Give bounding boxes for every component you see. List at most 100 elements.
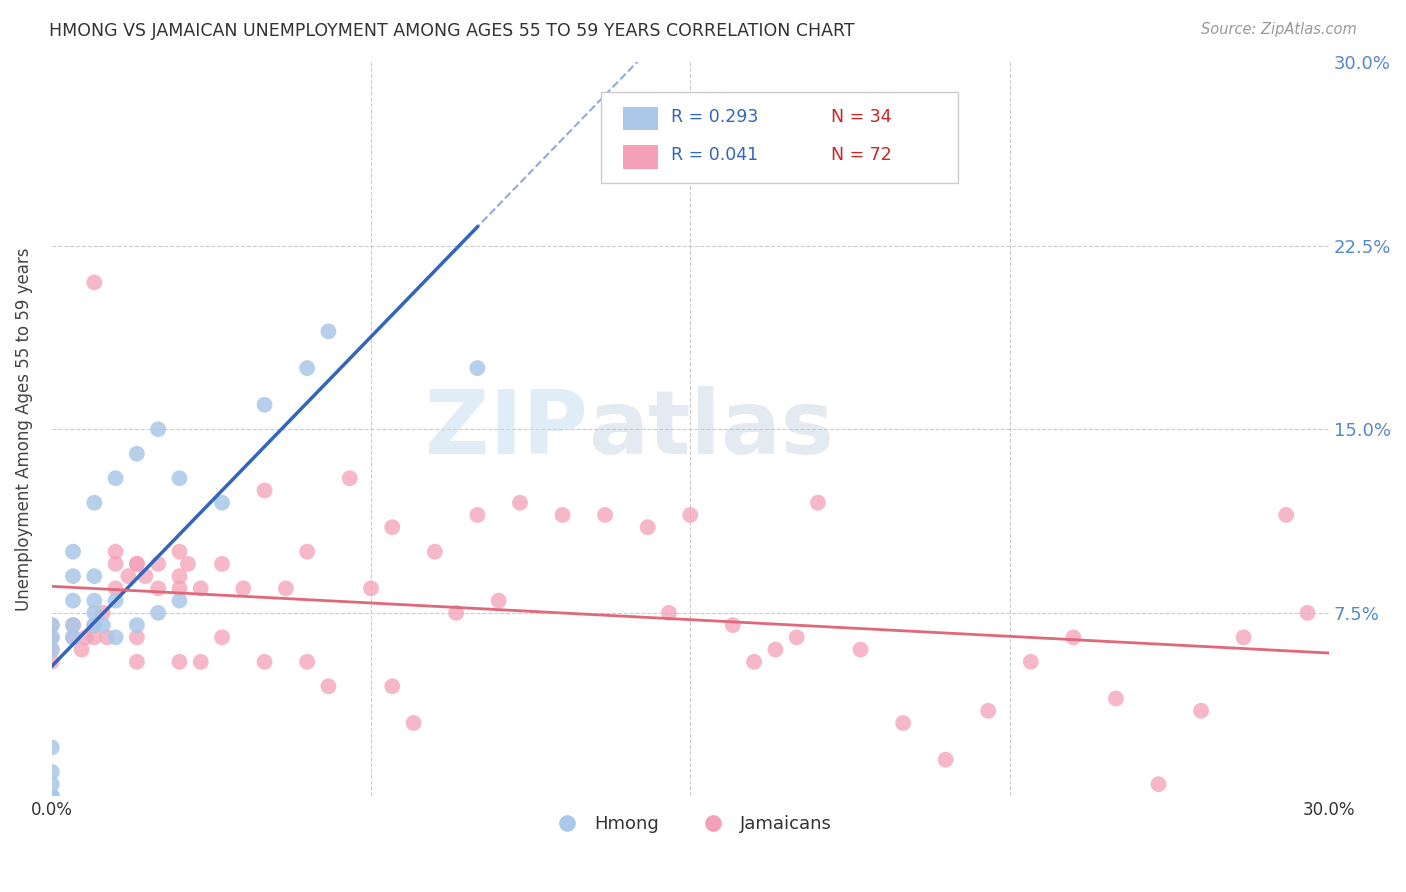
- Text: atlas: atlas: [588, 385, 834, 473]
- Point: [807, 496, 830, 510]
- Point: [318, 325, 340, 339]
- FancyBboxPatch shape: [600, 92, 959, 183]
- Text: N = 72: N = 72: [831, 146, 891, 164]
- Point: [169, 569, 191, 583]
- Point: [41, 789, 63, 804]
- Point: [169, 582, 191, 596]
- Point: [146, 582, 169, 596]
- Point: [169, 593, 191, 607]
- Point: [83, 276, 105, 290]
- Point: [253, 655, 276, 669]
- Point: [467, 508, 489, 522]
- Point: [91, 618, 114, 632]
- Point: [274, 582, 297, 596]
- Point: [295, 544, 318, 558]
- Point: [62, 618, 84, 632]
- Point: [83, 606, 105, 620]
- Point: [1147, 777, 1170, 791]
- Point: [62, 544, 84, 558]
- Point: [125, 557, 148, 571]
- Point: [83, 496, 105, 510]
- Point: [41, 631, 63, 645]
- Point: [70, 642, 93, 657]
- Point: [402, 716, 425, 731]
- Point: [1275, 508, 1298, 522]
- Point: [935, 753, 957, 767]
- Point: [509, 496, 531, 510]
- Point: [1062, 631, 1084, 645]
- Point: [658, 606, 681, 620]
- Point: [104, 544, 127, 558]
- Point: [134, 569, 156, 583]
- Point: [1019, 655, 1042, 669]
- Text: Source: ZipAtlas.com: Source: ZipAtlas.com: [1201, 22, 1357, 37]
- Text: R = 0.041: R = 0.041: [671, 146, 758, 164]
- Point: [62, 593, 84, 607]
- Point: [41, 618, 63, 632]
- Text: ZIP: ZIP: [426, 385, 588, 473]
- Point: [41, 764, 63, 779]
- Point: [41, 789, 63, 804]
- Point: [211, 631, 233, 645]
- Point: [169, 655, 191, 669]
- Y-axis label: Unemployment Among Ages 55 to 59 years: Unemployment Among Ages 55 to 59 years: [15, 248, 32, 611]
- Point: [211, 557, 233, 571]
- Point: [177, 557, 200, 571]
- Point: [763, 642, 786, 657]
- Point: [96, 631, 118, 645]
- Point: [91, 606, 114, 620]
- Text: N = 34: N = 34: [831, 108, 891, 126]
- Text: R = 0.293: R = 0.293: [671, 108, 758, 126]
- Point: [104, 593, 127, 607]
- Point: [679, 508, 702, 522]
- Point: [253, 483, 276, 498]
- Point: [423, 544, 446, 558]
- Legend: Hmong, Jamaicans: Hmong, Jamaicans: [541, 808, 839, 840]
- Point: [339, 471, 361, 485]
- Point: [104, 631, 127, 645]
- Point: [318, 679, 340, 693]
- Point: [41, 642, 63, 657]
- Point: [62, 569, 84, 583]
- Point: [83, 631, 105, 645]
- Point: [444, 606, 467, 620]
- Point: [41, 789, 63, 804]
- Point: [41, 655, 63, 669]
- Point: [117, 569, 139, 583]
- Bar: [623, 107, 658, 130]
- Point: [146, 606, 169, 620]
- Point: [62, 631, 84, 645]
- Point: [190, 655, 212, 669]
- Point: [1233, 631, 1256, 645]
- Point: [125, 618, 148, 632]
- Point: [211, 496, 233, 510]
- Point: [169, 471, 191, 485]
- Point: [83, 618, 105, 632]
- Point: [125, 631, 148, 645]
- Point: [253, 398, 276, 412]
- Point: [1105, 691, 1128, 706]
- Point: [104, 582, 127, 596]
- Point: [360, 582, 382, 596]
- Point: [104, 471, 127, 485]
- Point: [125, 447, 148, 461]
- Point: [83, 618, 105, 632]
- Point: [232, 582, 254, 596]
- Point: [62, 618, 84, 632]
- Point: [146, 557, 169, 571]
- Point: [488, 593, 510, 607]
- Point: [41, 618, 63, 632]
- Point: [742, 655, 765, 669]
- Point: [977, 704, 1000, 718]
- Point: [125, 655, 148, 669]
- Bar: [623, 145, 658, 169]
- Point: [593, 508, 616, 522]
- Point: [721, 618, 744, 632]
- Text: HMONG VS JAMAICAN UNEMPLOYMENT AMONG AGES 55 TO 59 YEARS CORRELATION CHART: HMONG VS JAMAICAN UNEMPLOYMENT AMONG AGE…: [49, 22, 855, 40]
- Point: [190, 582, 212, 596]
- Point: [104, 557, 127, 571]
- Point: [75, 631, 97, 645]
- Point: [41, 642, 63, 657]
- Point: [295, 655, 318, 669]
- Point: [891, 716, 914, 731]
